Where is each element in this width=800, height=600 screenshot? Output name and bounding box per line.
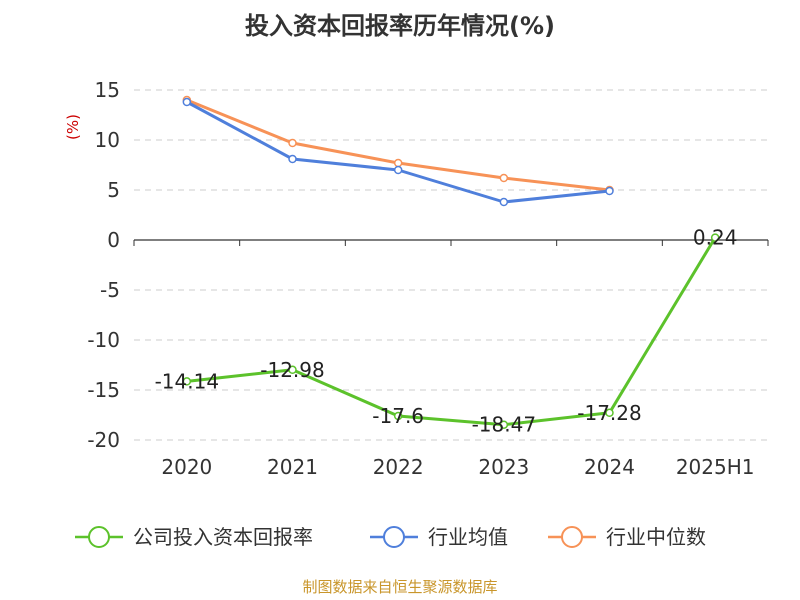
y-axis-label: (%) (64, 114, 82, 140)
x-tick-label: 2022 (373, 455, 424, 479)
legend-label[interactable]: 公司投入资本回报率 (133, 525, 313, 549)
series-line (186, 98, 610, 192)
y-tick-label: -20 (87, 428, 120, 452)
series (182, 95, 720, 429)
y-tick-label: 0 (107, 228, 120, 252)
x-tick-label: 2020 (161, 455, 212, 479)
axes: 15 10 5 0 -5 -10 -15 -20 2020 2021 2022 2023 2024 202… (87, 78, 769, 479)
x-tick-label: 2021 (267, 455, 318, 479)
y-tick-label: -15 (87, 378, 120, 402)
chart-title: 投入资本回报率历年情况(%) (245, 12, 555, 40)
data-label: -18.47 (472, 413, 536, 437)
data-label: 0.24 (693, 226, 738, 250)
data-point[interactable] (710, 233, 720, 242)
data-point[interactable] (288, 138, 297, 148)
data-point[interactable] (393, 158, 403, 168)
data-point[interactable] (288, 365, 297, 375)
legend-marker[interactable] (561, 526, 583, 548)
data-label: -12.98 (260, 358, 324, 382)
legend-marker[interactable] (383, 526, 405, 548)
legend-marker[interactable] (88, 526, 110, 548)
y-tick-label: -10 (87, 328, 120, 352)
data-label: -14.14 (155, 369, 219, 393)
data-point[interactable] (499, 173, 509, 183)
series-line (186, 100, 610, 204)
y-tick-label: -5 (100, 278, 120, 302)
y-tick-label: 10 (95, 128, 120, 152)
data-point[interactable] (499, 197, 509, 207)
data-point[interactable] (605, 186, 614, 196)
legend-label[interactable]: 行业中位数 (606, 525, 706, 549)
data-labels: -14.14 -12.98 -17.6 -18.47 -17.28 0.24 (155, 226, 738, 437)
data-point[interactable] (499, 420, 509, 429)
x-tick-label: 2024 (584, 455, 635, 479)
data-label: -17.6 (372, 404, 424, 428)
data-point[interactable] (393, 411, 403, 421)
series-line (186, 236, 717, 427)
y-tick-label: 5 (107, 178, 120, 202)
legend-label[interactable]: 行业均值 (428, 525, 508, 549)
data-point[interactable] (182, 377, 192, 386)
data-point[interactable] (288, 154, 297, 164)
source-note: 制图数据来自恒生聚源数据库 (302, 578, 497, 596)
x-tick-label: 2025H1 (676, 455, 755, 479)
legend: 公司投入资本回报率 行业均值 行业中位数 (75, 525, 706, 549)
data-label: -17.28 (577, 401, 641, 425)
data-point[interactable] (605, 408, 614, 418)
x-tick-label: 2023 (478, 455, 529, 479)
data-point[interactable] (393, 165, 403, 175)
y-tick-label: 15 (95, 78, 120, 102)
data-point[interactable] (182, 97, 192, 107)
grid (134, 89, 768, 441)
